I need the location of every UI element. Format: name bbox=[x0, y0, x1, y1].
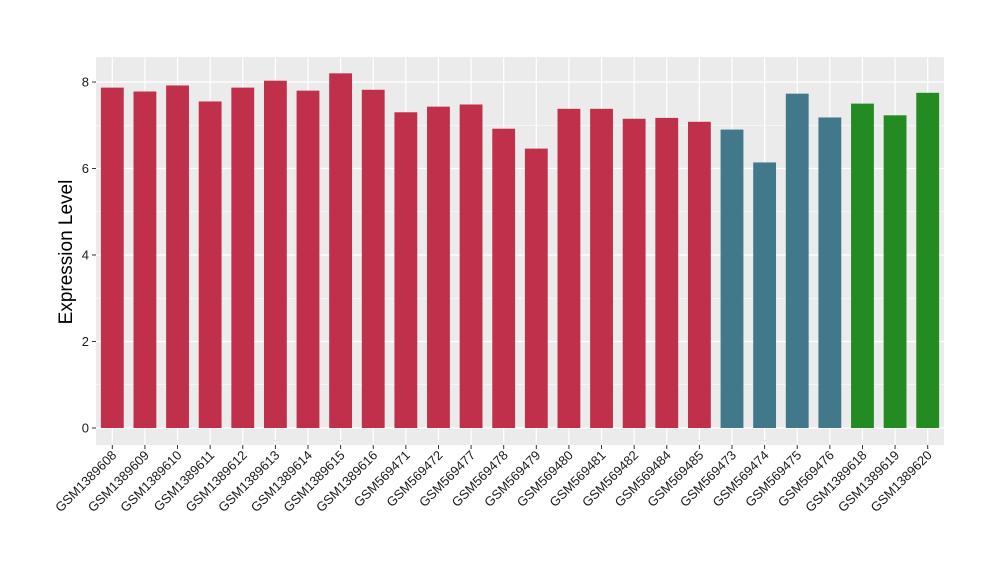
y-tick-label: 6 bbox=[82, 161, 89, 176]
bar-GSM1389616 bbox=[361, 89, 385, 428]
bar-GSM569479 bbox=[524, 148, 548, 429]
y-tick-label: 4 bbox=[82, 248, 89, 263]
y-axis-title: Expression Level bbox=[56, 180, 77, 325]
bar-GSM569475 bbox=[785, 93, 809, 429]
bar-GSM1389619 bbox=[883, 115, 907, 429]
bar-GSM1389608 bbox=[100, 87, 124, 428]
bar-GSM569476 bbox=[818, 117, 842, 428]
plot-panel bbox=[96, 57, 944, 445]
bar-GSM569474 bbox=[753, 162, 777, 428]
bar-GSM569481 bbox=[590, 108, 613, 428]
y-tick-label: 2 bbox=[82, 334, 89, 349]
x-axis: GSM1389608GSM1389609GSM1389610GSM1389611… bbox=[52, 445, 935, 515]
bar-GSM569477 bbox=[459, 104, 483, 429]
bar-GSM569473 bbox=[720, 129, 744, 428]
bar-GSM569478 bbox=[492, 128, 516, 428]
bar-GSM569471 bbox=[394, 112, 418, 429]
bar-GSM569485 bbox=[687, 121, 711, 428]
bar-GSM1389620 bbox=[916, 92, 940, 428]
bar-GSM1389615 bbox=[329, 73, 353, 428]
bar-GSM1389612 bbox=[231, 87, 255, 428]
bar-GSM569480 bbox=[557, 108, 581, 428]
bar-GSM1389611 bbox=[198, 101, 222, 429]
bar-GSM1389618 bbox=[851, 103, 874, 428]
bars bbox=[100, 73, 940, 429]
bar-GSM1389613 bbox=[263, 80, 287, 428]
y-axis: 0 2 4 6 8 bbox=[82, 75, 96, 436]
bar-GSM569482 bbox=[622, 118, 646, 428]
bar-GSM1389614 bbox=[296, 90, 320, 429]
bar-GSM1389609 bbox=[133, 91, 157, 428]
bar-GSM569472 bbox=[427, 106, 450, 428]
bar-GSM569484 bbox=[655, 117, 679, 429]
y-tick-label: 0 bbox=[82, 421, 89, 436]
y-tick-label: 8 bbox=[82, 75, 89, 90]
bar-GSM1389610 bbox=[166, 85, 189, 429]
